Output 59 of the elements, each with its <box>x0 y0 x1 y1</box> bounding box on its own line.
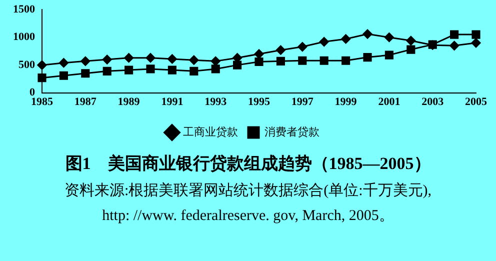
point <box>58 58 68 68</box>
point <box>298 56 307 65</box>
point <box>384 32 394 42</box>
point <box>102 66 112 76</box>
x-tick-label: 2003 <box>422 96 444 108</box>
point <box>168 66 176 74</box>
point <box>146 64 155 74</box>
point <box>319 37 329 47</box>
y-tick-label: 1000 <box>13 31 36 44</box>
x-tick-label: 1993 <box>204 96 228 108</box>
point <box>146 53 156 63</box>
point <box>80 56 90 66</box>
x-tick-label: 1991 <box>161 96 184 108</box>
point <box>81 69 90 78</box>
point <box>102 54 112 64</box>
text: 资料来源:根据美联署网站统计数据综合(单位:千万美元), <box>63 181 433 200</box>
point <box>167 54 177 64</box>
point <box>254 49 264 59</box>
point <box>276 45 286 55</box>
legend-label: 消费者贷款 <box>264 125 320 138</box>
x-tick-label: 1985 <box>31 96 54 108</box>
point <box>38 74 46 82</box>
point <box>362 29 372 39</box>
point <box>37 60 47 70</box>
y-tick-label: 1500 <box>13 3 36 16</box>
point <box>450 30 459 39</box>
x-tick-label: 1997 <box>291 96 314 108</box>
point <box>363 53 372 62</box>
point <box>189 55 199 65</box>
y-tick-label: 500 <box>18 58 36 71</box>
point <box>384 50 394 60</box>
point <box>211 64 220 74</box>
point <box>124 53 134 63</box>
point <box>59 71 68 80</box>
point <box>406 45 416 54</box>
point <box>233 60 242 70</box>
point <box>124 66 134 74</box>
text: http: //www. federalreserve. gov, March, 2005。 <box>101 207 395 225</box>
point <box>320 56 328 65</box>
point <box>450 40 460 50</box>
legend-label: 工商业贷款 <box>183 125 238 138</box>
point <box>298 42 308 52</box>
point <box>406 36 416 46</box>
x-tick-label: 2005 <box>465 96 488 108</box>
x-tick-label: 2001 <box>378 96 400 108</box>
x-tick-label: 1987 <box>74 96 97 108</box>
point <box>276 56 285 66</box>
point <box>341 34 351 44</box>
point <box>342 56 350 65</box>
x-tick-label: 1995 <box>248 96 270 108</box>
point <box>190 66 198 76</box>
point <box>210 56 220 66</box>
x-tick-label: 1989 <box>118 96 140 108</box>
x-tick-label: 1999 <box>334 96 358 108</box>
text: 图1 美国商业银行贷款组成趋势（1985—2005） <box>64 153 432 175</box>
point <box>254 57 264 66</box>
y-tick-label: 0 <box>30 86 36 99</box>
point <box>471 38 481 48</box>
point <box>472 30 480 39</box>
